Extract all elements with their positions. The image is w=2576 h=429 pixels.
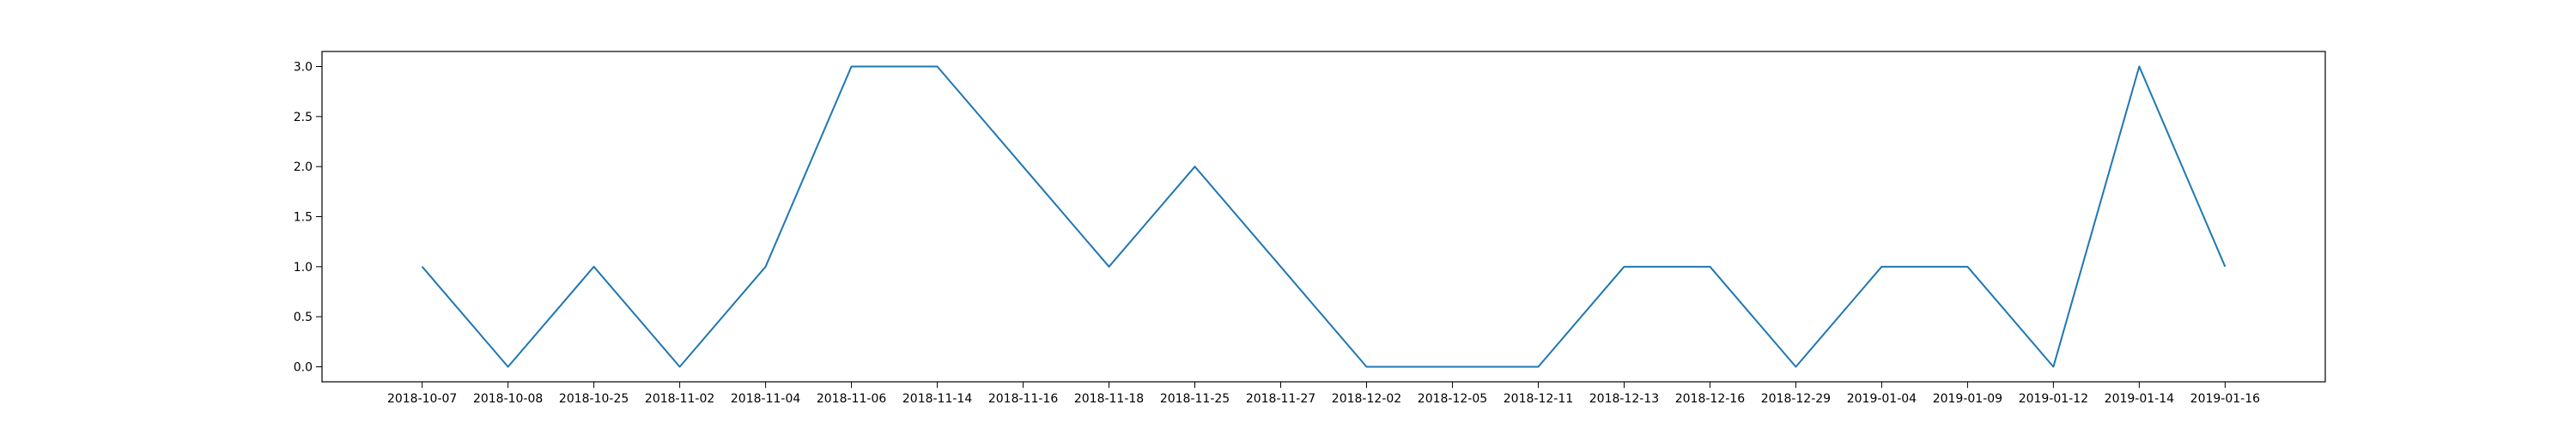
x-tick-label: 2018-11-02 <box>645 392 714 406</box>
x-tick-label: 2019-01-12 <box>2019 392 2088 406</box>
x-tick-label: 2018-11-14 <box>902 392 972 406</box>
plot-area-frame <box>321 51 2326 383</box>
x-axis: 2018-10-07 2018-10-08 2018-10-25 2018-11-02… <box>387 382 2260 406</box>
x-tick-label: 2018-12-02 <box>1332 392 1401 406</box>
x-tick-label: 2018-11-06 <box>817 392 886 406</box>
x-tick-label: 2019-01-04 <box>1847 392 1917 406</box>
x-tick-label: 2018-12-05 <box>1418 392 1487 406</box>
x-tick-label: 2019-01-16 <box>2190 392 2260 406</box>
data-point <box>1364 366 1368 369</box>
x-tick-label: 2018-10-08 <box>473 392 543 406</box>
x-tick-label: 2018-11-16 <box>988 392 1058 406</box>
x-tick-label: 2019-01-14 <box>2105 392 2174 406</box>
data-point <box>764 265 768 269</box>
data-point <box>2051 366 2055 369</box>
x-tick-label: 2018-12-29 <box>1761 392 1831 406</box>
series-layer <box>421 65 2227 369</box>
data-point <box>1450 366 1454 369</box>
x-tick-label: 2019-01-09 <box>1933 392 2002 406</box>
data-point <box>936 65 939 69</box>
data-point <box>850 65 854 69</box>
data-point <box>1536 366 1540 369</box>
x-tick-label: 2018-11-25 <box>1160 392 1230 406</box>
data-point <box>2223 265 2227 269</box>
data-point <box>592 265 596 269</box>
y-tick-label: 2.0 <box>294 160 313 174</box>
data-point <box>1880 265 1883 269</box>
data-point <box>1022 165 1025 168</box>
data-point <box>1965 265 1969 269</box>
data-point <box>421 265 424 269</box>
y-tick-label: 1.5 <box>294 211 313 225</box>
series-line <box>421 65 2227 368</box>
data-point <box>507 366 510 369</box>
x-tick-label: 2018-12-13 <box>1589 392 1659 406</box>
x-tick-label: 2018-12-11 <box>1504 392 1573 406</box>
x-tick-label: 2018-10-25 <box>559 392 629 406</box>
x-tick-label: 2018-11-27 <box>1246 392 1315 406</box>
data-point <box>1108 265 1111 269</box>
data-point <box>1622 265 1625 269</box>
y-tick-label: 2.5 <box>294 111 313 124</box>
y-tick-label: 0.0 <box>294 361 313 375</box>
y-tick-label: 3.0 <box>294 61 313 75</box>
x-tick-label: 2018-11-04 <box>731 392 800 406</box>
data-point <box>678 366 682 369</box>
data-point <box>1708 265 1711 269</box>
y-tick-label: 0.5 <box>294 311 313 324</box>
data-point <box>2137 65 2141 69</box>
y-tick-label: 1.0 <box>294 261 313 275</box>
x-tick-label: 2018-10-07 <box>387 392 457 406</box>
y-axis: 0.0 0.5 1.0 1.5 2.0 2.5 3.0 <box>294 61 322 375</box>
data-point <box>1194 165 1197 168</box>
x-tick-label: 2018-11-18 <box>1074 392 1144 406</box>
data-point <box>1794 366 1797 369</box>
data-point <box>1279 265 1283 269</box>
x-tick-label: 2018-12-16 <box>1675 392 1745 406</box>
